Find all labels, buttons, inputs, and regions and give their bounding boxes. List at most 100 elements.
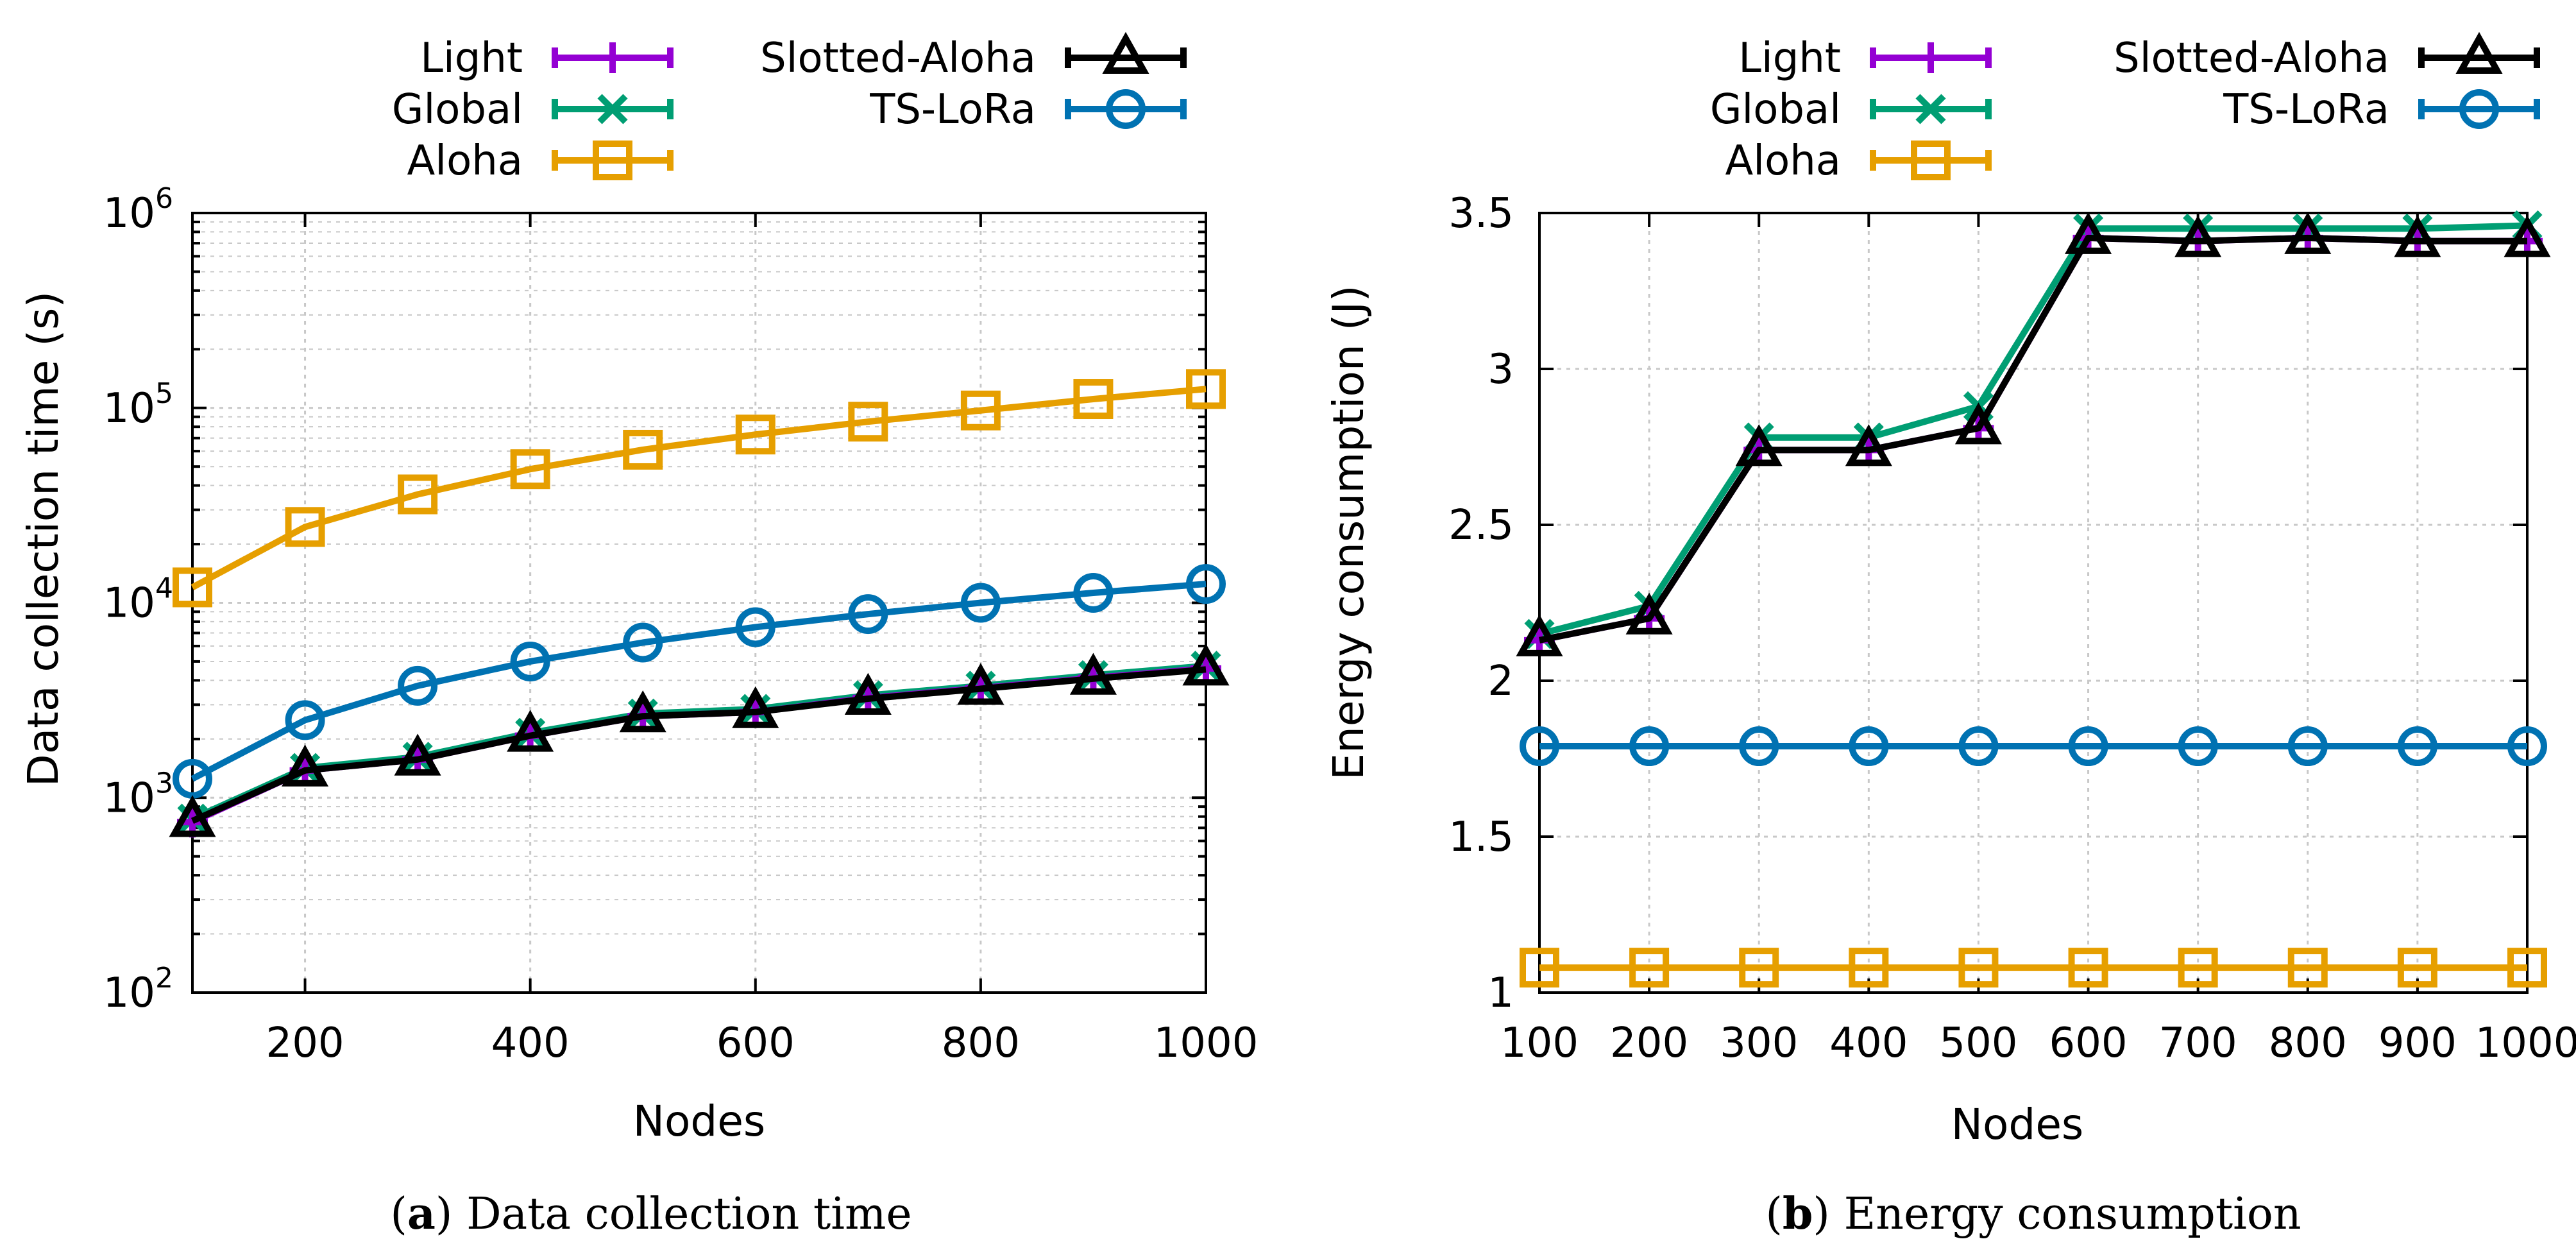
data-point-ts-lora-shape bbox=[2068, 726, 2108, 767]
x-tick-label: 200 bbox=[266, 1020, 344, 1067]
data-point-slotted-aloha-shape bbox=[2394, 215, 2441, 257]
data-point-aloha bbox=[1520, 948, 1559, 988]
legend-key-global-marker-shape bbox=[597, 94, 628, 124]
legend-key-global-marker bbox=[597, 94, 628, 124]
legend-key-slotted-aloha-marker bbox=[2455, 31, 2503, 74]
legend-key-ts-lora-marker-shape bbox=[1106, 89, 1146, 129]
caption-open-paren: ( bbox=[390, 1189, 407, 1240]
y-axis-label: Data collection time (s) bbox=[19, 291, 68, 787]
data-point-aloha bbox=[2068, 948, 2108, 988]
y-tick-label-exponent: 6 bbox=[155, 182, 173, 215]
data-point-aloha-shape bbox=[623, 429, 663, 470]
data-point-aloha-shape bbox=[2287, 948, 2328, 988]
data-point-slotted-aloha bbox=[169, 795, 216, 837]
x-axis-label: Nodes bbox=[633, 1097, 766, 1146]
legend-key-slotted-aloha bbox=[2418, 31, 2540, 74]
data-point-slotted-aloha bbox=[844, 672, 892, 715]
y-tick-label: 104 bbox=[103, 572, 173, 628]
data-point-aloha-shape bbox=[510, 449, 550, 490]
legend-label-global: Global bbox=[392, 86, 523, 133]
y-tick-label: 2.5 bbox=[1448, 502, 1514, 549]
data-point-ts-lora-shape bbox=[1958, 726, 1999, 767]
series-slotted-aloha bbox=[1516, 212, 2551, 656]
legend-label-ts-lora: TS-LoRa bbox=[869, 86, 1036, 133]
data-point-aloha bbox=[1849, 948, 1889, 988]
legend-key-ts-lora-line bbox=[1065, 99, 1187, 119]
data-point-aloha-shape bbox=[2397, 948, 2437, 988]
data-point-ts-lora bbox=[2178, 726, 2218, 767]
x-tick-label: 500 bbox=[1939, 1020, 2017, 1067]
data-point-ts-lora bbox=[1849, 726, 1889, 767]
series-aloha bbox=[1520, 948, 2547, 988]
data-point-aloha bbox=[848, 402, 888, 442]
y-tick-label: 1.5 bbox=[1448, 814, 1514, 861]
x-tick-label: 300 bbox=[1720, 1020, 1798, 1067]
legend-key-aloha-marker bbox=[1911, 141, 1951, 180]
legend-key-aloha-marker bbox=[593, 141, 632, 180]
figure-caption: (a) Data collection time bbox=[390, 1188, 911, 1240]
data-point-ts-lora-shape bbox=[2178, 726, 2218, 767]
data-point-ts-lora-shape bbox=[1186, 564, 1226, 604]
data-point-slotted-aloha bbox=[1182, 644, 1230, 686]
data-point-aloha bbox=[1073, 379, 1114, 419]
data-point-aloha bbox=[623, 429, 663, 470]
legend-key-ts-lora-marker bbox=[1106, 89, 1146, 129]
series-slotted-aloha bbox=[169, 644, 1230, 837]
data-point-slotted-aloha-shape bbox=[282, 744, 329, 787]
caption-text: Energy consumption bbox=[1844, 1189, 2301, 1240]
data-point-slotted-aloha-shape bbox=[2174, 215, 2222, 257]
y-tick-label-base: 10 bbox=[103, 774, 155, 822]
y-tick-label-exponent: 5 bbox=[155, 377, 173, 410]
data-point-slotted-aloha bbox=[732, 686, 779, 728]
series-line-slotted-aloha bbox=[191, 666, 1207, 824]
y-tick-label-exponent: 3 bbox=[155, 767, 173, 799]
legend-label-aloha: Aloha bbox=[1725, 137, 1842, 185]
data-point-aloha-shape bbox=[173, 567, 212, 608]
data-point-ts-lora bbox=[2507, 726, 2547, 767]
legend-key-ts-lora-marker-shape bbox=[2459, 89, 2499, 129]
tick-marks bbox=[1538, 212, 2529, 994]
x-tick-label: 1000 bbox=[2475, 1020, 2576, 1067]
legend-key-aloha-marker-shape bbox=[593, 141, 632, 180]
data-point-ts-lora-shape bbox=[848, 594, 888, 635]
series-ts-lora bbox=[173, 564, 1226, 799]
data-point-ts-lora-shape bbox=[2507, 726, 2547, 767]
data-point-aloha bbox=[1186, 369, 1226, 409]
data-point-ts-lora-shape bbox=[960, 583, 1001, 623]
data-point-slotted-aloha bbox=[1845, 424, 1892, 466]
data-point-ts-lora bbox=[848, 594, 888, 635]
caption-label: b bbox=[1783, 1188, 1813, 1240]
data-point-aloha-shape bbox=[1520, 948, 1559, 988]
y-axis-label: Energy consumption (J) bbox=[1324, 285, 1373, 780]
series-line-aloha bbox=[191, 386, 1207, 590]
data-point-aloha bbox=[2287, 948, 2328, 988]
series-aloha bbox=[173, 369, 1226, 608]
legend-key-slotted-aloha-marker bbox=[1102, 31, 1149, 74]
data-point-aloha-shape bbox=[1629, 948, 1670, 988]
data-point-slotted-aloha-shape bbox=[1625, 592, 1673, 635]
legend-label-global: Global bbox=[1710, 86, 1841, 133]
legend-key-aloha-marker-shape bbox=[1911, 141, 1951, 180]
data-point-slotted-aloha-shape bbox=[1845, 424, 1892, 466]
x-tick-label: 700 bbox=[2159, 1020, 2237, 1067]
data-point-aloha bbox=[1958, 948, 1999, 988]
data-point-slotted-aloha-shape bbox=[957, 663, 1004, 705]
data-point-slotted-aloha-shape bbox=[1954, 402, 2002, 445]
y-tick-label-exponent: 2 bbox=[155, 962, 173, 995]
data-point-aloha bbox=[2397, 948, 2437, 988]
data-point-slotted-aloha-shape bbox=[1516, 614, 1563, 656]
legend-label-light: Light bbox=[420, 35, 523, 82]
data-point-ts-lora bbox=[960, 583, 1001, 623]
legend-key-ts-lora-line bbox=[2418, 99, 2540, 119]
data-point-ts-lora-shape bbox=[623, 622, 663, 663]
x-tick-label: 600 bbox=[2049, 1020, 2127, 1067]
caption-label: a bbox=[407, 1188, 436, 1240]
data-point-aloha-shape bbox=[398, 474, 438, 515]
legend-key-light-marker-shape bbox=[597, 42, 628, 73]
data-point-ts-lora bbox=[1520, 726, 1559, 767]
data-point-ts-lora bbox=[623, 622, 663, 663]
legend-key-ts-lora-marker bbox=[2459, 89, 2499, 129]
data-point-slotted-aloha bbox=[2174, 215, 2222, 257]
